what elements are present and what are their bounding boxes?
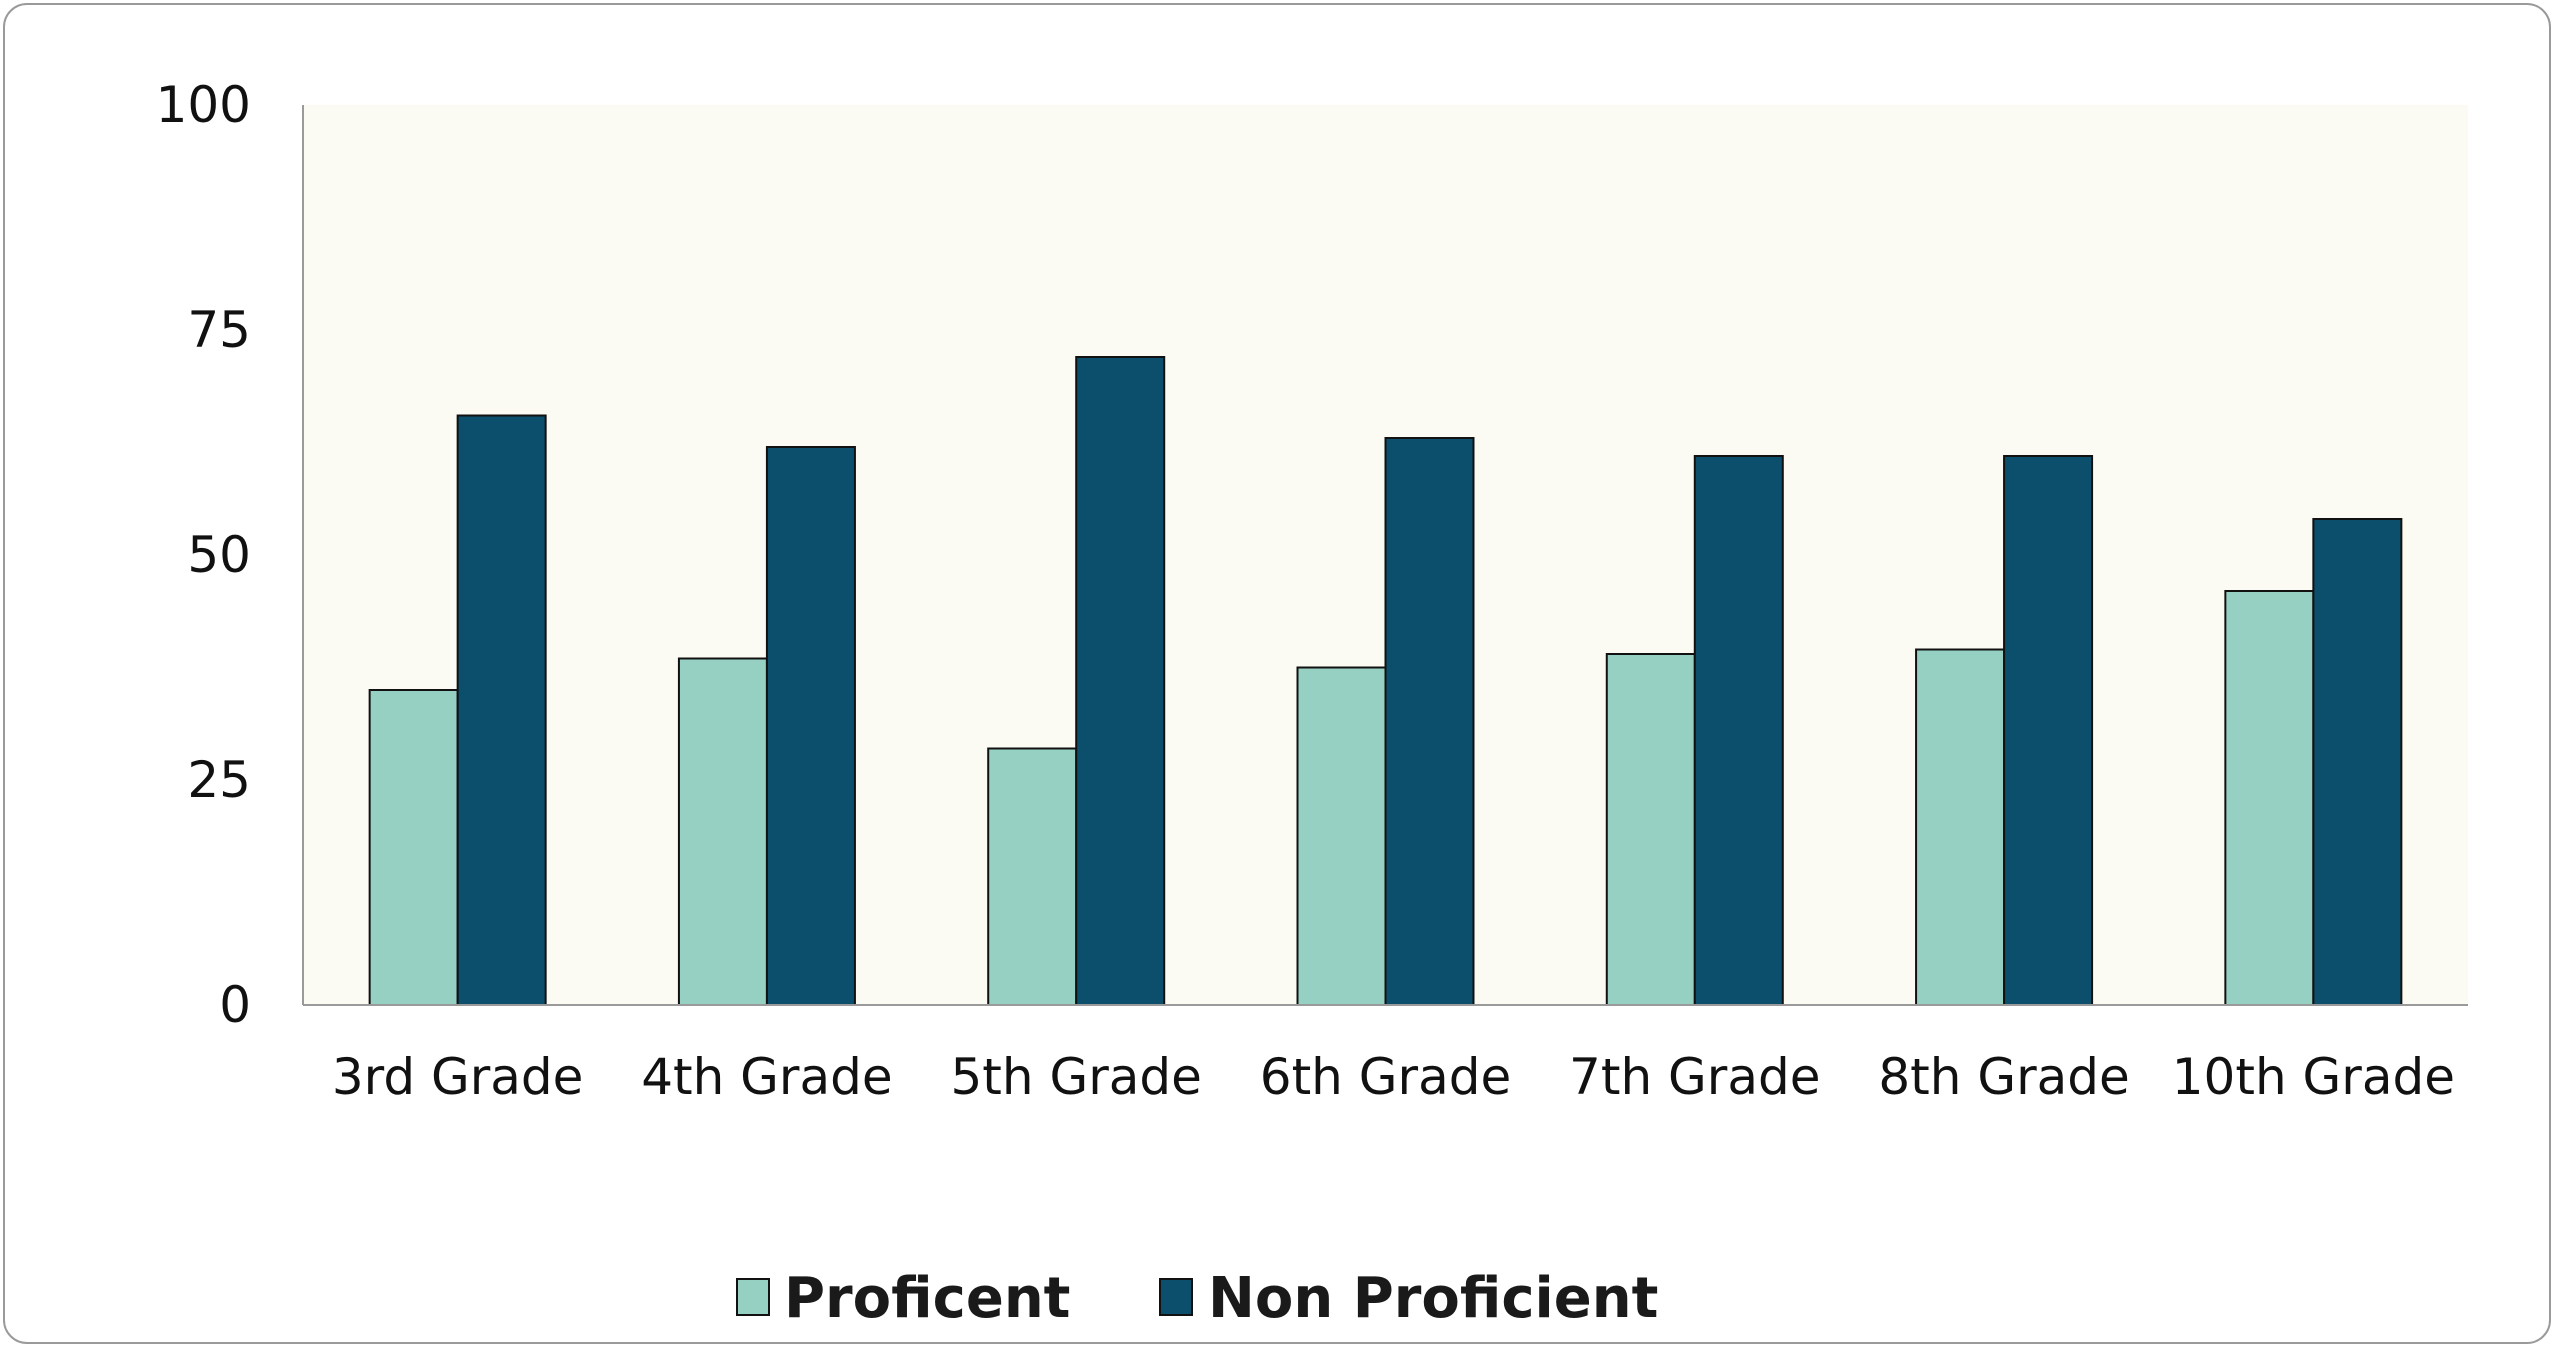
x-category-label: 8th Grade [1878,1048,2129,1106]
legend: Proficent Non Proficient [736,1266,1658,1331]
bar-non-proficient [765,446,856,1006]
bar-proficient [2224,590,2315,1006]
y-tick-label: 50 [187,526,251,584]
y-tick-labels: 0 25 50 75 100 [156,76,251,1034]
x-category-label: 7th Grade [1569,1048,1820,1106]
bar-proficient [987,747,1078,1006]
bar-non-proficient [1693,455,1784,1006]
x-category-label: 4th Grade [641,1048,892,1106]
bar-proficient [677,657,768,1006]
y-tick-label: 75 [187,301,251,359]
legend-label-proficient: Proficent [784,1266,1070,1331]
x-category-labels: 3rd Grade 4th Grade 5th Grade 6th Grade 7th … [332,1048,2455,1106]
x-category-label: 10th Grade [2172,1048,2455,1106]
bar-non-proficient [1075,356,1166,1006]
bar-non-proficient [2003,455,2094,1006]
legend-label-non-proficient: Non Proficient [1208,1266,1658,1331]
x-category-label: 5th Grade [950,1048,1201,1106]
bar-proficient [1605,653,1696,1006]
bar-non-proficient [1384,437,1475,1006]
bar-proficient [1915,648,2006,1006]
bar-proficient [1296,666,1387,1006]
x-category-label: 3rd Grade [332,1048,584,1106]
bars-group [368,356,2403,1006]
legend-swatch-proficient [736,1278,770,1316]
bar-non-proficient [2312,518,2403,1006]
y-tick-label: 100 [156,76,251,134]
bar-proficient [368,689,459,1006]
bar-non-proficient [456,414,547,1006]
x-category-label: 6th Grade [1260,1048,1511,1106]
y-tick-label: 25 [187,751,251,809]
legend-swatch-non-proficient [1159,1278,1193,1316]
y-tick-label: 0 [219,976,251,1034]
